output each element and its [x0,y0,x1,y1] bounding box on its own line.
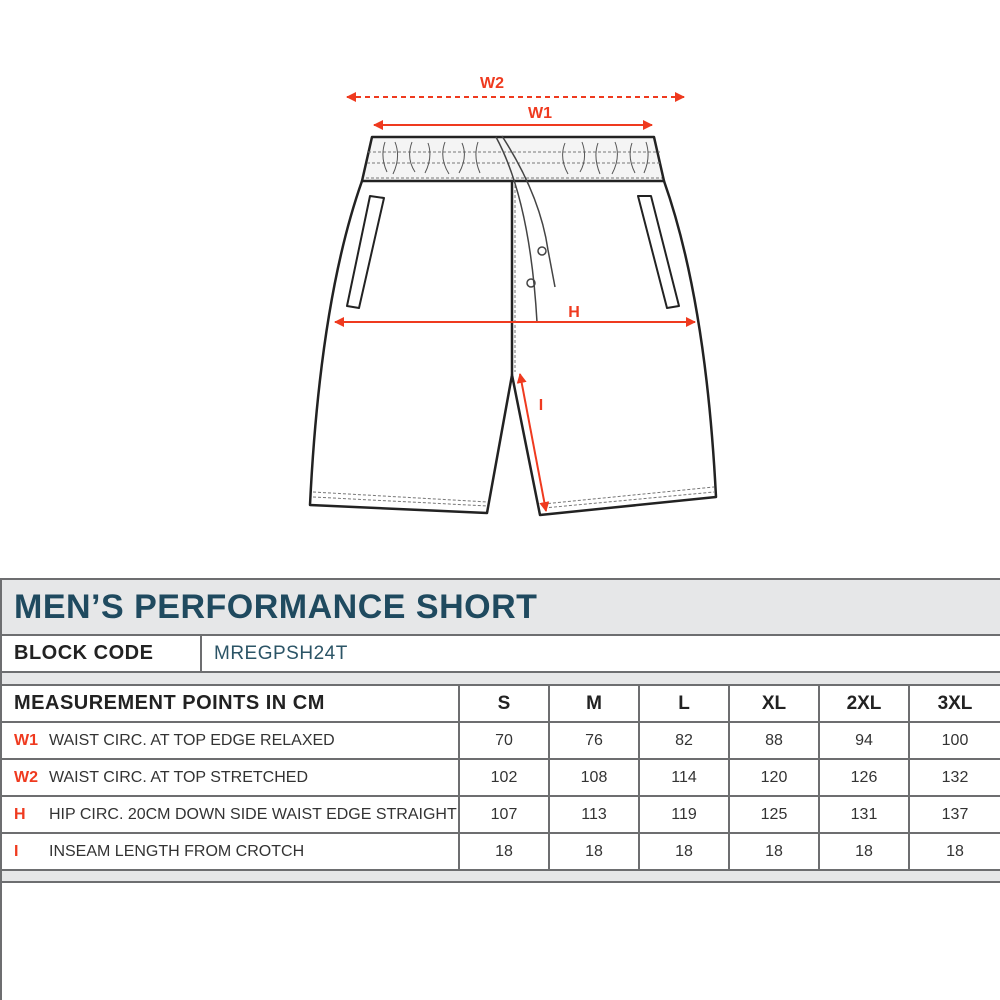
block-code-value: MREGPSH24T [214,642,348,664]
block-code-label: BLOCK CODE [2,636,202,671]
size-header: M [550,686,640,721]
w1-label: W1 [528,105,552,122]
header-row: MEASUREMENT POINTS IN CM S M L XL 2XL 3X… [2,686,1000,723]
value-cell: 108 [550,760,640,795]
value-cell: 18 [550,834,640,869]
value-cell: 119 [640,797,730,832]
value-cell: 18 [820,834,910,869]
measurement-label: INSEAM LENGTH FROM CROTCH [49,842,305,860]
table-row: W2 WAIST CIRC. AT TOP STRETCHED 102 108 114 1… [2,760,1000,797]
measurement-code: H [14,805,26,823]
value-cell: 114 [640,760,730,795]
i-label: I [539,397,543,414]
value-cell: 131 [820,797,910,832]
block-code-row: BLOCK CODE MREGPSH24T [2,636,1000,673]
size-header: S [460,686,550,721]
w2-label: W2 [480,75,504,92]
product-title: MEN’S PERFORMANCE SHORT [2,580,1000,636]
value-cell: 100 [941,731,969,749]
divider [2,673,1000,686]
shorts-outline [308,135,718,517]
measurement-arrows [334,92,696,512]
size-header: L [640,686,730,721]
value-cell: 126 [820,760,910,795]
value-cell: 88 [730,723,820,758]
value-cell: 18 [640,834,730,869]
measurement-code: W2 [14,768,38,786]
table-row: H HIP CIRC. 20CM DOWN SIDE WAIST EDGE STR… [2,797,1000,834]
measurement-code: I [14,842,19,860]
drawstring [495,135,556,323]
value-cell: 137 [941,805,969,823]
value-cell: 107 [460,797,550,832]
value-cell: 125 [730,797,820,832]
measurement-label: WAIST CIRC. AT TOP STRETCHED [49,768,309,786]
divider [2,871,1000,883]
measurement-label-cell: I INSEAM LENGTH FROM CROTCH [2,834,460,869]
value-cell: 18 [730,834,820,869]
value-cell: 76 [550,723,640,758]
size-chart-table: MEN’S PERFORMANCE SHORT BLOCK CODE MREGP… [0,578,1000,1000]
table-row: I INSEAM LENGTH FROM CROTCH 18 18 18 18 18 18 [2,834,1000,871]
value-cell: 82 [640,723,730,758]
value-cell: 18 [460,834,550,869]
size-header: 2XL [820,686,910,721]
measurement-header: MEASUREMENT POINTS IN CM [2,686,460,721]
waistband-gathers [382,141,649,175]
measurement-label-cell: H HIP CIRC. 20CM DOWN SIDE WAIST EDGE STR… [2,797,460,832]
shorts-measurement-diagram: W2 W1 H I [308,75,718,517]
value-cell: 113 [550,797,640,832]
measurement-code: W1 [14,731,38,749]
size-header: 3XL [937,692,973,714]
i-arrow [516,373,550,512]
value-cell: 94 [820,723,910,758]
value-cell: 132 [941,768,969,786]
measurement-label: WAIST CIRC. AT TOP EDGE RELAXED [49,731,335,749]
measurement-label-cell: W2 WAIST CIRC. AT TOP STRETCHED [2,760,460,795]
measurement-label: HIP CIRC. 20CM DOWN SIDE WAIST EDGE STRA… [49,805,457,823]
value-cell: 18 [946,842,964,860]
value-cell: 70 [460,723,550,758]
size-header: XL [730,686,820,721]
measurement-label-cell: W1 WAIST CIRC. AT TOP EDGE RELAXED [2,723,460,758]
value-cell: 102 [460,760,550,795]
h-label: H [568,304,580,321]
table-row: W1 WAIST CIRC. AT TOP EDGE RELAXED 70 76 82 8… [2,723,1000,760]
value-cell: 120 [730,760,820,795]
